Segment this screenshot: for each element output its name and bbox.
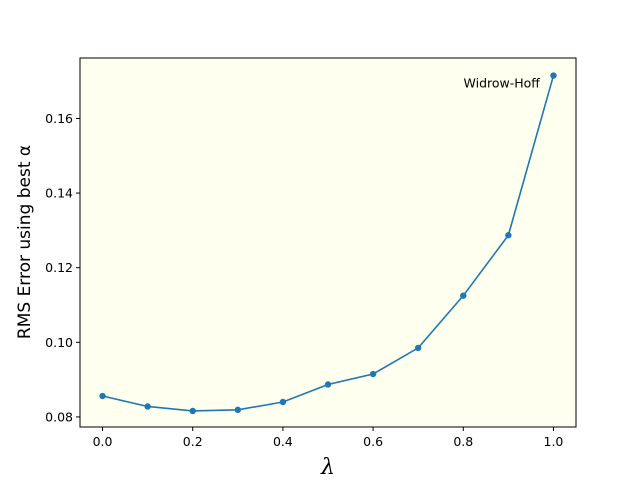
data-point (369, 370, 377, 378)
x-tick-label: 0.8 (453, 434, 473, 449)
annotation-layer: Widrow-Hoff (464, 75, 541, 90)
data-point (189, 407, 196, 415)
series-layer (99, 72, 557, 415)
x-axis-label: λ (320, 455, 335, 480)
x-axis: 0.0 0.2 0.4 0.6 0.8 1.0 (93, 427, 564, 449)
y-tick-label: 0.14 (45, 186, 73, 201)
y-axis: 0.08 0.10 0.12 0.14 0.16 (45, 111, 80, 424)
x-tick-label: 0.0 (93, 434, 113, 449)
x-tick-label: 1.0 (544, 434, 564, 449)
plot-frame (79, 57, 577, 428)
y-tick-label: 0.08 (45, 409, 73, 424)
data-point (414, 344, 422, 352)
data-point (460, 292, 467, 299)
data-point (505, 232, 512, 239)
data-point (324, 381, 332, 388)
data-point (550, 72, 557, 79)
data-point (234, 406, 242, 414)
y-axis-label: RMS Error using best α (15, 145, 35, 339)
y-tick-label: 0.12 (45, 260, 73, 275)
x-tick-label: 0.2 (183, 434, 203, 449)
y-tick-label: 0.10 (45, 335, 73, 350)
data-point (279, 398, 287, 406)
annotation-widrow-hoff: Widrow-Hoff (464, 75, 541, 90)
x-tick-label: 0.4 (273, 434, 293, 449)
x-tick-label: 0.6 (363, 434, 383, 449)
data-point (99, 392, 106, 400)
y-tick-label: 0.16 (45, 111, 73, 126)
data-point (144, 403, 151, 410)
plot-background (80, 58, 576, 427)
